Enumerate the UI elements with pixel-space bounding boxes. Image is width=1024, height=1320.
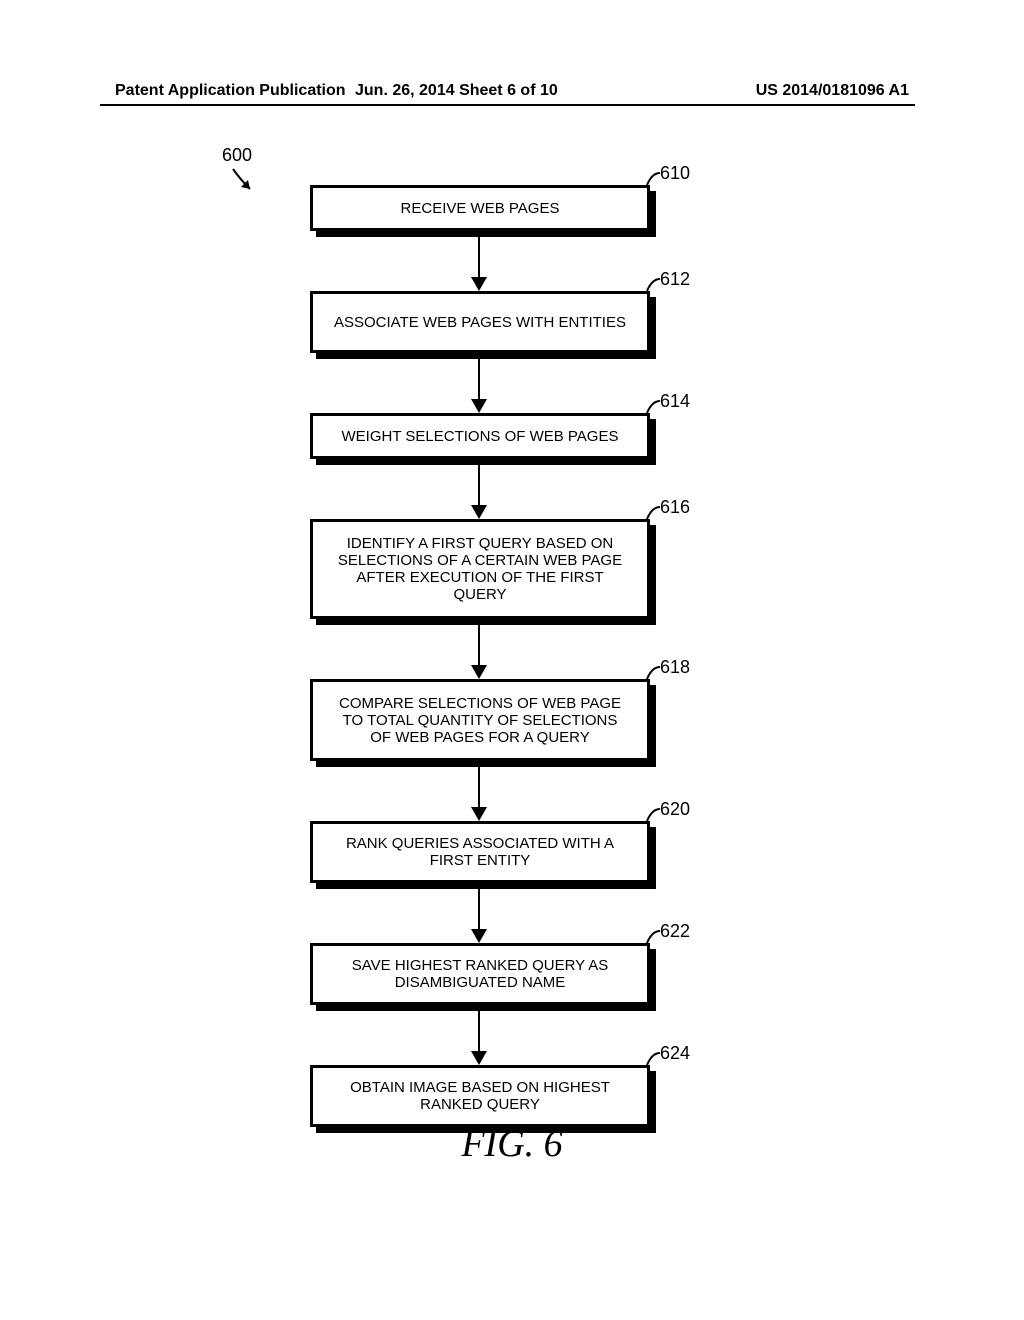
flowchart-step: WEIGHT SELECTIONS OF WEB PAGES (310, 413, 650, 459)
header-left: Patent Application Publication (115, 82, 346, 100)
arrow-head-icon (471, 505, 487, 519)
ref-label: 610 (660, 163, 690, 184)
flowchart-step: RANK QUERIES ASSOCIATED WITH A FIRST ENT… (310, 821, 650, 883)
page-header: Patent Application Publication Jun. 26, … (0, 82, 1024, 100)
ref-label-600: 600 (222, 145, 252, 166)
arrow-connector (478, 1005, 480, 1055)
ref-curve-icon (644, 399, 664, 414)
header-center: Jun. 26, 2014 Sheet 6 of 10 (355, 82, 558, 100)
ref-curve-icon (644, 665, 664, 680)
arrow-head-icon (471, 929, 487, 943)
header-right: US 2014/0181096 A1 (756, 82, 909, 100)
ref-curve-icon (644, 929, 664, 944)
ref-curve-icon (644, 505, 664, 520)
ref-label: 616 (660, 497, 690, 518)
ref-label: 614 (660, 391, 690, 412)
arrow-head-icon (471, 665, 487, 679)
arrow-connector (478, 619, 480, 669)
arrow-connector (478, 761, 480, 811)
flowchart-step: SAVE HIGHEST RANKED QUERY AS DISAMBIGUAT… (310, 943, 650, 1005)
arrow-head-icon (471, 1051, 487, 1065)
arrow-head-icon (471, 277, 487, 291)
ref-label: 622 (660, 921, 690, 942)
ref-label: 618 (660, 657, 690, 678)
arrow-connector (478, 231, 480, 281)
arrow-connector (478, 353, 480, 403)
ref-label: 620 (660, 799, 690, 820)
arrow-connector (478, 883, 480, 933)
ref-label: 612 (660, 269, 690, 290)
flowchart-step: COMPARE SELECTIONS OF WEB PAGE TO TOTAL … (310, 679, 650, 761)
flowchart-step: IDENTIFY A FIRST QUERY BASED ON SELECTIO… (310, 519, 650, 619)
ref-curve-icon (644, 807, 664, 822)
header-divider (100, 104, 915, 106)
flowchart-step: RECEIVE WEB PAGES (310, 185, 650, 231)
ref-curve-icon (644, 1051, 664, 1066)
ref-curve-icon (644, 171, 664, 186)
flowchart-step: OBTAIN IMAGE BASED ON HIGHEST RANKED QUE… (310, 1065, 650, 1127)
ref-600-pointer-icon (228, 167, 258, 197)
arrow-head-icon (471, 399, 487, 413)
arrow-head-icon (471, 807, 487, 821)
ref-label: 624 (660, 1043, 690, 1064)
arrow-connector (478, 459, 480, 509)
ref-curve-icon (644, 277, 664, 292)
flowchart-step: ASSOCIATE WEB PAGES WITH ENTITIES (310, 291, 650, 353)
